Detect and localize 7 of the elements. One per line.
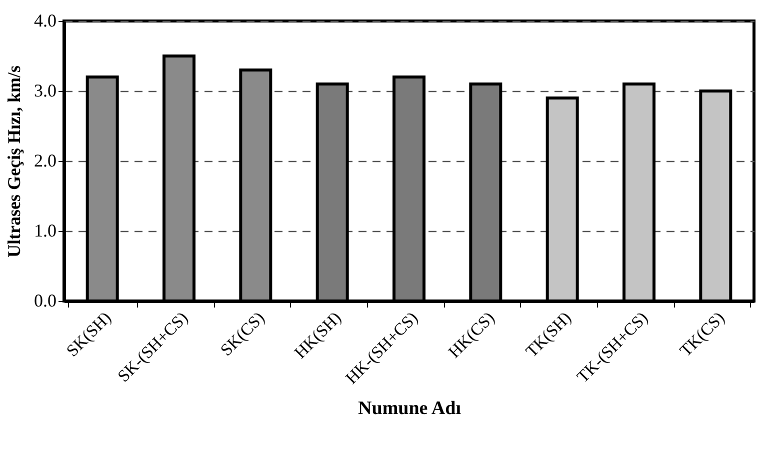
y-tick-label: 1.0	[34, 220, 56, 240]
y-tick-label: 0.0	[34, 290, 56, 310]
y-tick-label: 2.0	[34, 150, 56, 170]
y-axis-title: Ultrases Geçiş Hızı, km/s	[4, 66, 24, 258]
x-axis-title: Numune Adı	[358, 398, 461, 420]
y-tick-label: 4.0	[34, 10, 56, 30]
y-tick-label: 3.0	[34, 80, 56, 100]
